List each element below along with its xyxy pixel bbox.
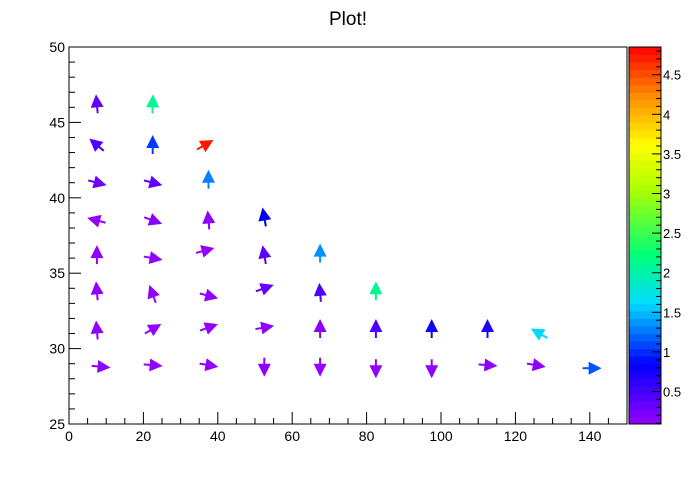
- colorbar-band: [629, 386, 661, 394]
- x-tick-label: 100: [429, 428, 453, 444]
- colorbar-band: [629, 228, 661, 236]
- colorbar-tick-label: 4: [663, 107, 670, 122]
- x-tick-label: 20: [136, 428, 152, 444]
- colorbar-band: [629, 122, 661, 130]
- colorbar: 0.5 1 1.5 2 2.5 3 3.5 4 4.5: [629, 47, 681, 425]
- y-tick-label: 45: [49, 114, 65, 130]
- y-tick-label: 40: [49, 190, 65, 206]
- colorbar-band: [629, 62, 661, 70]
- colorbar-band: [629, 77, 661, 85]
- colorbar-band: [629, 349, 661, 357]
- colorbar-tick-label: 4.5: [663, 68, 681, 83]
- colorbar-tick-label: 1.5: [663, 305, 681, 320]
- x-tick-label: 0: [65, 428, 73, 444]
- colorbar-band: [629, 85, 661, 93]
- colorbar-band: [629, 401, 661, 409]
- colorbar-tick-label: 2.5: [663, 226, 681, 241]
- colorbar-band: [629, 168, 661, 176]
- colorbar-band: [629, 70, 661, 78]
- colorbar-band: [629, 318, 661, 326]
- x-tick-label: 40: [210, 428, 226, 444]
- colorbar-band: [629, 273, 661, 281]
- colorbar-band: [629, 334, 661, 342]
- x-tick-label: 120: [504, 428, 528, 444]
- colorbar-tick-label: 0.5: [663, 385, 681, 400]
- colorbar-band: [629, 220, 661, 228]
- x-tick-label: 140: [578, 428, 602, 444]
- y-tick-label: 25: [49, 416, 65, 432]
- colorbar-band: [629, 160, 661, 168]
- colorbar-band: [629, 394, 661, 402]
- colorbar-tick-label: 1: [663, 345, 670, 360]
- x-tick-label: 80: [359, 428, 375, 444]
- colorbar-tick-label: 3.5: [663, 147, 681, 162]
- y-tick-label: 50: [49, 39, 65, 55]
- colorbar-tick-label: 2: [663, 266, 670, 281]
- colorbar-tick-label: 3: [663, 187, 670, 202]
- colorbar-band: [629, 236, 661, 244]
- colorbar-band: [629, 251, 661, 259]
- colorbar-band: [629, 115, 661, 123]
- colorbar-band: [629, 183, 661, 191]
- colorbar-band: [629, 288, 661, 296]
- colorbar-band: [629, 92, 661, 100]
- colorbar-band: [629, 341, 661, 349]
- colorbar-band: [629, 379, 661, 387]
- y-tick-label: 30: [49, 341, 65, 357]
- colorbar-band: [629, 130, 661, 138]
- colorbar-band: [629, 296, 661, 304]
- y-tick-label: 35: [49, 265, 65, 281]
- x-tick-label: 60: [284, 428, 300, 444]
- colorbar-band: [629, 326, 661, 334]
- colorbar-band: [629, 137, 661, 145]
- colorbar-band: [629, 190, 661, 198]
- chart-title: Plot!: [329, 9, 367, 30]
- colorbar-band: [629, 175, 661, 183]
- colorbar-band: [629, 243, 661, 251]
- colorbar-band: [629, 281, 661, 289]
